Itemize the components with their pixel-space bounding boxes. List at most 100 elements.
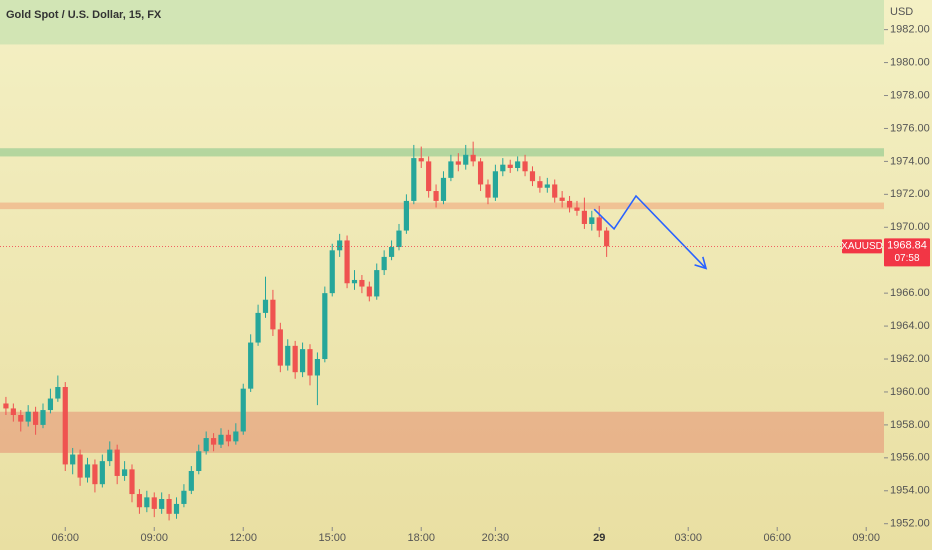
- y-tick-label: 1978.00: [890, 89, 930, 101]
- candle-body: [299, 349, 306, 373]
- candle-body: [500, 164, 506, 172]
- candle-body: [196, 451, 202, 472]
- candle-body: [485, 184, 491, 198]
- candle-body: [3, 403, 9, 409]
- y-tick-label: 1964.00: [890, 320, 930, 332]
- candle-body: [129, 469, 135, 495]
- candle-body: [144, 497, 150, 508]
- candle-body: [92, 464, 98, 485]
- candle-body: [455, 161, 461, 165]
- candle-body: [40, 410, 46, 425]
- candle-body: [559, 197, 565, 201]
- projection-arrowhead: [694, 256, 708, 270]
- x-tick-label: 06:00: [51, 532, 79, 544]
- candle-body: [596, 217, 602, 231]
- candle-body: [114, 449, 120, 476]
- candle-body: [10, 408, 16, 416]
- y-tick-label: 1958.00: [890, 419, 930, 431]
- candle-body: [151, 497, 157, 509]
- candle-body: [418, 158, 424, 162]
- x-tick-label: 06:00: [763, 532, 791, 544]
- zone: [0, 0, 884, 45]
- candle-body: [136, 494, 143, 508]
- y-tick-label: 1954.00: [890, 485, 930, 497]
- candle-body: [411, 158, 417, 201]
- candle-body: [55, 387, 61, 399]
- x-tick-label: 12:00: [229, 532, 257, 544]
- candle-body: [25, 411, 31, 422]
- candle-body: [233, 431, 239, 442]
- candle-body: [344, 240, 350, 284]
- x-tick-label: 03:00: [674, 532, 702, 544]
- candle-body: [99, 461, 105, 485]
- candle-body: [359, 279, 365, 287]
- candle-body: [552, 184, 558, 198]
- candle-body: [522, 161, 528, 172]
- last-price-label: 1968.84: [887, 239, 927, 251]
- countdown-label: 07:58: [894, 253, 919, 264]
- zone: [0, 148, 884, 157]
- candle-body: [173, 503, 180, 514]
- x-tick-label: 09:00: [852, 532, 880, 544]
- candle-body: [307, 349, 313, 376]
- candle-body: [366, 286, 372, 297]
- x-tick-label: 15:00: [318, 532, 346, 544]
- candle-body: [248, 342, 254, 389]
- candle-body: [121, 469, 128, 476]
- chart-title: Gold Spot / U.S. Dollar, 15, FX: [6, 9, 162, 21]
- candle-body: [448, 161, 454, 178]
- zone: [0, 202, 884, 210]
- candle-body: [225, 434, 232, 442]
- y-tick-label: 1980.00: [890, 56, 930, 68]
- candle-body: [396, 230, 402, 248]
- candle-body: [292, 345, 298, 373]
- candle-body: [84, 464, 91, 478]
- candle-body: [574, 207, 580, 211]
- candle-body: [507, 164, 513, 168]
- candle-body: [218, 434, 224, 445]
- x-tick-label: 29: [593, 532, 605, 544]
- y-tick-label: 1956.00: [890, 452, 930, 464]
- candle-body: [492, 171, 498, 198]
- candle-body: [374, 270, 380, 297]
- candle-body: [470, 154, 476, 162]
- candle-body: [277, 329, 283, 366]
- symbol-badge: [842, 239, 882, 254]
- symbol-label: XAUUSD: [841, 241, 883, 252]
- y-tick-label: 1976.00: [890, 122, 930, 134]
- candle-body: [240, 388, 246, 432]
- x-tick-label: 18:00: [407, 532, 435, 544]
- candle-body: [77, 454, 83, 478]
- currency-label: USD: [890, 6, 913, 18]
- candle-body: [203, 438, 209, 452]
- y-tick-label: 1970.00: [890, 221, 930, 233]
- y-tick-label: 1960.00: [890, 386, 930, 398]
- candle-body: [581, 210, 587, 224]
- candle-body: [270, 299, 276, 330]
- x-tick-label: 20:30: [482, 532, 510, 544]
- candle-body: [262, 299, 269, 313]
- candle-body: [351, 279, 358, 284]
- y-tick-label: 1982.00: [890, 24, 930, 36]
- candle-body: [388, 247, 395, 257]
- candle-body: [463, 154, 469, 165]
- candle-body: [477, 161, 484, 185]
- candle-body: [440, 177, 447, 201]
- candle-body: [604, 230, 610, 247]
- candle-body: [62, 387, 68, 465]
- plot-area: [0, 0, 884, 521]
- candle-body: [70, 454, 76, 465]
- candle-body: [589, 217, 595, 224]
- y-tick-label: 1972.00: [890, 188, 930, 200]
- candle-body: [285, 345, 291, 366]
- candle-body: [181, 490, 187, 504]
- candle-body: [314, 359, 321, 376]
- x-tick-label: 09:00: [140, 532, 168, 544]
- y-tick-label: 1974.00: [890, 155, 930, 167]
- candle-body: [381, 256, 387, 271]
- candle-body: [255, 312, 261, 343]
- candle-body: [107, 449, 113, 462]
